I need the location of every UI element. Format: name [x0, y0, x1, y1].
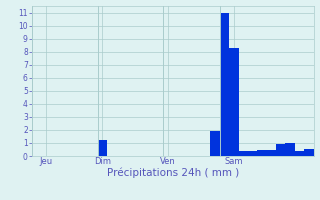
Bar	[238, 151, 248, 156]
Bar	[276, 144, 285, 156]
Bar	[98, 140, 107, 156]
Bar	[229, 48, 238, 156]
Bar	[285, 143, 295, 156]
Bar	[220, 13, 229, 156]
Bar	[257, 150, 267, 156]
Bar	[267, 150, 276, 156]
Bar	[248, 151, 257, 156]
X-axis label: Précipitations 24h ( mm ): Précipitations 24h ( mm )	[107, 168, 239, 178]
Bar	[295, 151, 304, 156]
Bar	[210, 131, 220, 156]
Bar	[304, 149, 314, 156]
